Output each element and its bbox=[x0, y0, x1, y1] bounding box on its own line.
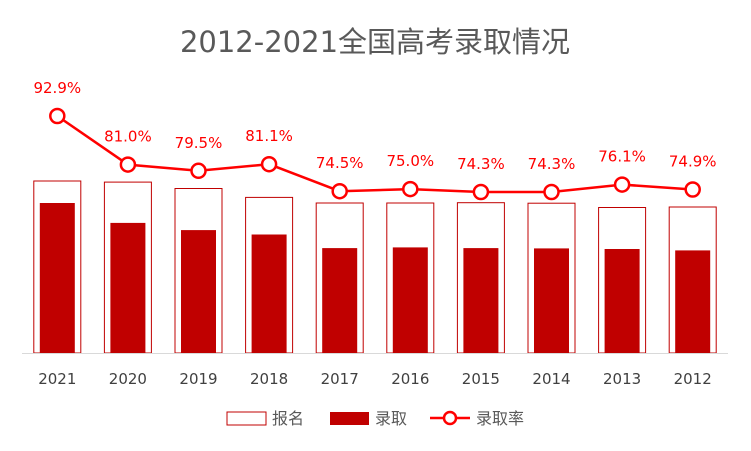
rate-label-2015: 74.3% bbox=[457, 155, 505, 173]
rate-point-2021 bbox=[49, 107, 66, 125]
admission-bars bbox=[39, 203, 711, 353]
x-axis-ticks: 2021 2020 2019 2018 2017 2016 2015 2014 2013 2012 bbox=[38, 370, 712, 388]
bar-admission-2013 bbox=[604, 249, 640, 353]
legend: 报名 录取 录取率 bbox=[226, 409, 524, 428]
x-tick-2015: 2015 bbox=[462, 370, 500, 388]
rate-label-2012: 74.9% bbox=[669, 153, 717, 171]
bar-admission-2018 bbox=[251, 234, 287, 353]
legend-swatch-registration bbox=[226, 411, 267, 426]
bar-admission-2021 bbox=[39, 203, 75, 353]
rate-label-2017: 74.5% bbox=[316, 154, 364, 172]
rate-label-2018: 81.1% bbox=[245, 127, 293, 145]
x-tick-2013: 2013 bbox=[603, 370, 641, 388]
admission-rate-labels: 92.9% 81.0% 79.5% 81.1% 74.5% 75.0% 74.3% 74.3%… bbox=[33, 79, 716, 173]
bar-admission-2020 bbox=[110, 222, 146, 353]
bar-admission-2019 bbox=[181, 230, 216, 353]
chart-title: 2012-2021全国高考录取情况 bbox=[180, 25, 570, 59]
legend-swatch-rate-marker bbox=[442, 410, 458, 426]
rate-point-2015 bbox=[472, 183, 490, 201]
x-tick-2019: 2019 bbox=[179, 370, 217, 388]
rate-label-2016: 75.0% bbox=[386, 152, 434, 170]
legend-swatch-admission bbox=[330, 412, 369, 425]
bar-admission-2015 bbox=[463, 248, 499, 353]
rate-polyline bbox=[56, 114, 693, 194]
rate-point-2020 bbox=[119, 156, 137, 173]
rate-label-2014: 74.3% bbox=[528, 155, 576, 173]
rate-point-2016 bbox=[402, 180, 419, 198]
rate-point-2012 bbox=[684, 181, 701, 198]
rate-label-2013: 76.1% bbox=[598, 148, 646, 166]
legend-label-rate: 录取率 bbox=[476, 409, 524, 428]
x-tick-2016: 2016 bbox=[391, 370, 429, 388]
x-tick-2014: 2014 bbox=[532, 370, 570, 388]
rate-label-2021: 92.9% bbox=[33, 79, 81, 97]
x-tick-2017: 2017 bbox=[321, 370, 359, 388]
x-tick-2012: 2012 bbox=[674, 370, 712, 388]
x-tick-2021: 2021 bbox=[38, 370, 76, 388]
admission-rate-line bbox=[49, 107, 701, 201]
rate-point-2018 bbox=[260, 155, 278, 173]
x-tick-2018: 2018 bbox=[250, 370, 288, 388]
x-tick-2020: 2020 bbox=[109, 370, 147, 388]
rate-point-2014 bbox=[543, 183, 560, 201]
rate-label-2019: 79.5% bbox=[175, 134, 223, 152]
rate-point-2013 bbox=[613, 176, 631, 193]
bar-admission-2016 bbox=[392, 247, 428, 353]
rate-label-2020: 81.0% bbox=[104, 128, 152, 146]
bar-admission-2012 bbox=[675, 250, 711, 353]
bar-admission-2014 bbox=[534, 248, 569, 353]
bar-admission-2017 bbox=[322, 248, 358, 353]
rate-point-2019 bbox=[190, 162, 207, 180]
legend-label-registration: 报名 bbox=[272, 409, 304, 428]
rate-point-2017 bbox=[331, 182, 348, 200]
legend-label-admission: 录取 bbox=[375, 409, 407, 428]
